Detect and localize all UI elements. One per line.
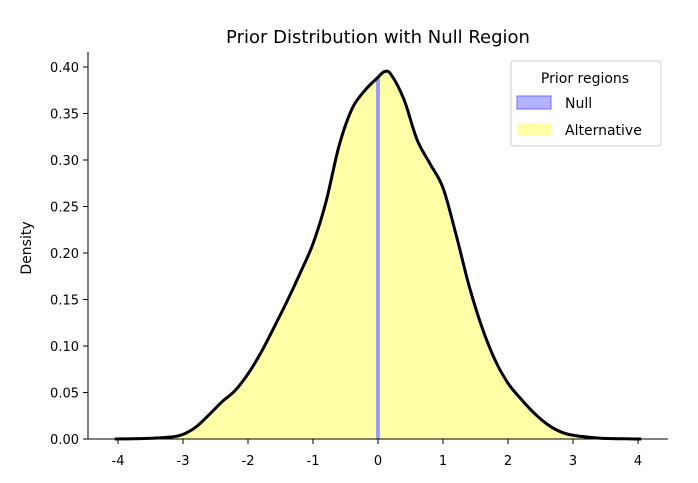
y-tick-label: 0.30 xyxy=(50,154,79,169)
x-tick-label: 0 xyxy=(374,454,382,469)
plot-area xyxy=(114,69,642,441)
legend-swatch-alternative xyxy=(517,123,551,136)
y-tick-label: 0.25 xyxy=(50,201,79,216)
y-tick-label: 0.35 xyxy=(50,108,79,123)
legend: Prior regions Null Alternative xyxy=(510,60,662,147)
y-tick-label: 0.15 xyxy=(50,294,79,309)
density-curve xyxy=(114,69,642,441)
x-tick-label: 4 xyxy=(634,454,642,469)
x-tick-label: 2 xyxy=(504,454,512,469)
y-tick-label: 0.00 xyxy=(50,433,79,448)
legend-label-alternative: Alternative xyxy=(565,123,642,139)
y-tick-label: 0.20 xyxy=(50,247,79,262)
y-tick-label: 0.10 xyxy=(50,340,79,355)
x-tick-label: 3 xyxy=(569,454,577,469)
x-tick-label: 1 xyxy=(439,454,447,469)
x-tick-label: -4 xyxy=(112,454,125,469)
y-tick-label: 0.05 xyxy=(50,387,79,402)
legend-label-null: Null xyxy=(565,96,592,112)
chart-title: Prior Distribution with Null Region xyxy=(226,27,530,48)
x-tick-label: -2 xyxy=(242,454,255,469)
y-tick-label: 0.40 xyxy=(50,61,79,76)
x-tick-label: -3 xyxy=(177,454,190,469)
x-axis-ticks: -4 -3 -2 -1 0 1 2 3 4 xyxy=(112,439,642,469)
legend-swatch-null xyxy=(516,95,552,110)
y-axis-ticks: 0.00 0.05 0.10 0.15 0.20 0.25 0.30 0.35 0.40 xyxy=(50,61,88,448)
null-region-band xyxy=(376,77,380,439)
legend-title: Prior regions xyxy=(541,71,629,87)
x-tick-label: -1 xyxy=(307,454,320,469)
y-axis-title: Density xyxy=(19,221,35,274)
